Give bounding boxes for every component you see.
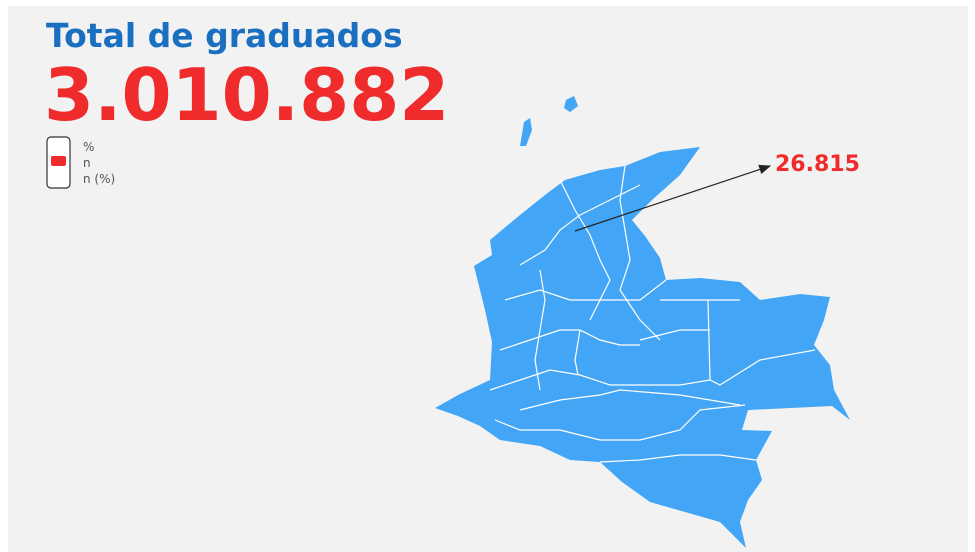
- total-value: 3.010.882: [44, 53, 449, 137]
- annotation-arrow: [574, 164, 772, 232]
- legend-label: %: [83, 140, 94, 154]
- colombia-map: [435, 96, 850, 548]
- title: Total de graduados: [46, 16, 403, 55]
- dashboard-panel: Total de graduados 3.010.882 % n n (%) 2…: [8, 6, 968, 552]
- legend-swatch: [51, 156, 66, 166]
- annotation-value: 26.815: [775, 152, 860, 177]
- legend-label: n (%): [83, 172, 115, 186]
- map-view: Total de graduados 3.010.882 % n n (%) 2…: [44, 16, 860, 548]
- legend-label: n: [83, 156, 91, 170]
